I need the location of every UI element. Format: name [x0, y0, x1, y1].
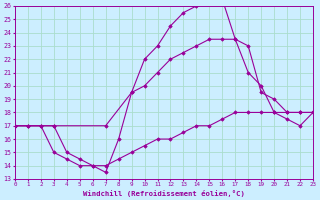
X-axis label: Windchill (Refroidissement éolien,°C): Windchill (Refroidissement éolien,°C): [83, 190, 245, 197]
